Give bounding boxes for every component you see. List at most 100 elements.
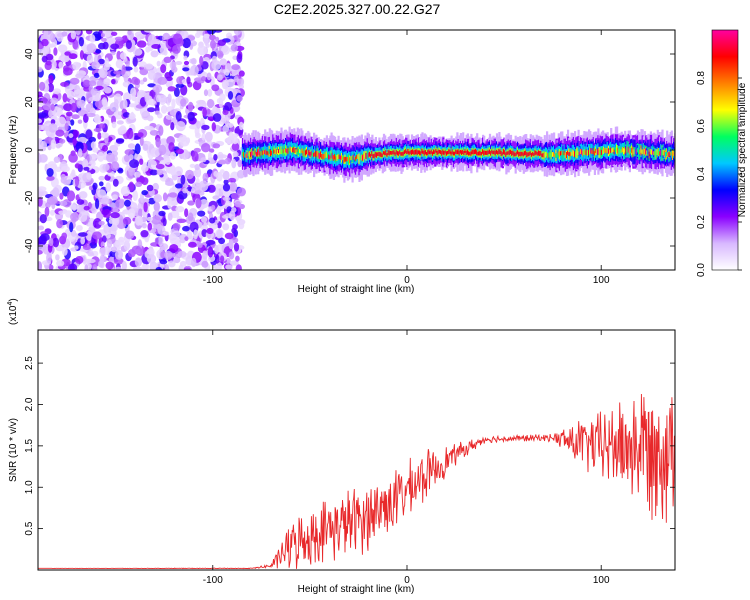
noise-cell — [205, 240, 216, 245]
noise-cell — [213, 154, 218, 161]
signal-cell — [251, 151, 254, 156]
noise-cell — [146, 254, 157, 264]
noise-cell — [142, 143, 149, 151]
noise-cell — [97, 132, 102, 140]
noise-cell — [86, 43, 97, 54]
noise-cell — [98, 175, 105, 181]
noise-cell — [131, 245, 142, 255]
noise-cell — [164, 157, 171, 165]
noise-cell — [184, 208, 189, 218]
signal-cell — [504, 150, 507, 155]
noise-cell — [180, 139, 190, 147]
colorbar-ticks: 0.0 0.2 0.4 0.6 0.8 — [696, 71, 742, 277]
x-tick-label: 0 — [404, 275, 410, 286]
noise-cell — [215, 187, 220, 198]
signal-cell — [507, 151, 510, 155]
signal-cell — [490, 151, 493, 156]
noise-cell — [215, 206, 222, 215]
signal-cell — [643, 148, 647, 155]
noise-cell — [40, 233, 50, 242]
signal-cell — [252, 150, 255, 156]
signal-cell — [328, 154, 331, 160]
noise-cell — [226, 137, 232, 146]
noise-cell — [175, 121, 186, 132]
noise-cell — [217, 160, 227, 165]
noise-cell — [77, 119, 83, 124]
noise-cell — [224, 78, 229, 89]
signal-cell — [670, 151, 673, 156]
signal-cell — [325, 151, 328, 158]
signal-cell — [553, 152, 556, 157]
signal-cell — [452, 151, 455, 156]
noise-cell — [48, 123, 58, 133]
signal-cell — [370, 153, 373, 158]
signal-cell — [299, 149, 302, 154]
signal-cell — [433, 149, 436, 155]
noise-cell — [74, 245, 79, 250]
noise-cell — [127, 30, 132, 36]
noise-cell — [228, 239, 234, 250]
noise-cell — [190, 57, 197, 65]
noise-cell — [46, 168, 54, 177]
x-tick-label: -100 — [203, 275, 223, 286]
signal-cell — [408, 151, 411, 156]
noise-cell — [176, 76, 185, 85]
noise-cell — [64, 51, 71, 56]
noise-cell — [77, 232, 88, 237]
signal-cell — [648, 151, 651, 157]
signal-cell — [650, 149, 654, 155]
noise-cell — [58, 61, 64, 69]
noise-cell — [106, 152, 115, 163]
signal-cell — [493, 150, 496, 155]
noise-cell — [162, 192, 168, 202]
noise-cell — [151, 38, 161, 45]
noise-cell — [212, 195, 220, 200]
signal-cell — [245, 153, 248, 158]
colorbar-tick-label: 0.4 — [696, 167, 707, 181]
noise-cell — [53, 156, 61, 163]
signal-cell — [285, 148, 288, 153]
noise-cell — [69, 222, 74, 233]
noise-cell — [101, 37, 107, 42]
signal-cell — [606, 148, 609, 153]
noise-cell — [122, 216, 132, 225]
noise-cell — [211, 84, 220, 92]
signal-cell — [506, 151, 509, 156]
noise-cell — [231, 158, 237, 169]
noise-cell — [50, 97, 58, 105]
noise-cell — [68, 53, 78, 60]
noise-cell — [85, 30, 93, 35]
noise-cell — [222, 170, 230, 181]
signal-cell — [359, 156, 362, 161]
noise-cell — [147, 159, 157, 170]
noise-cell — [90, 141, 97, 150]
noise-cell — [178, 264, 184, 270]
noise-cell — [93, 128, 102, 132]
signal-cell — [645, 148, 648, 155]
noise-cell — [175, 61, 183, 65]
noise-cell — [152, 210, 159, 216]
noise-cell — [167, 212, 173, 221]
noise-cell — [72, 138, 78, 146]
signal-cell — [377, 152, 380, 156]
noise-cell — [230, 44, 239, 52]
noise-cell — [236, 187, 246, 197]
signal-cell — [653, 151, 656, 156]
noise-cell — [216, 171, 223, 182]
signal-cell — [613, 149, 616, 155]
noise-cell — [93, 115, 102, 124]
noise-cell — [163, 264, 170, 270]
noise-cell — [172, 33, 183, 45]
noise-cell — [196, 30, 201, 36]
noise-cell — [124, 230, 135, 240]
noise-cell — [147, 69, 156, 80]
noise-cell — [236, 53, 243, 64]
noise-cell — [236, 78, 244, 87]
signal-cell — [554, 153, 557, 158]
noise-cell — [199, 55, 204, 66]
noise-cell — [55, 129, 65, 137]
signal-cell — [365, 152, 368, 159]
noise-cell — [41, 55, 48, 63]
noise-cell — [141, 177, 149, 186]
noise-cell — [200, 157, 207, 163]
